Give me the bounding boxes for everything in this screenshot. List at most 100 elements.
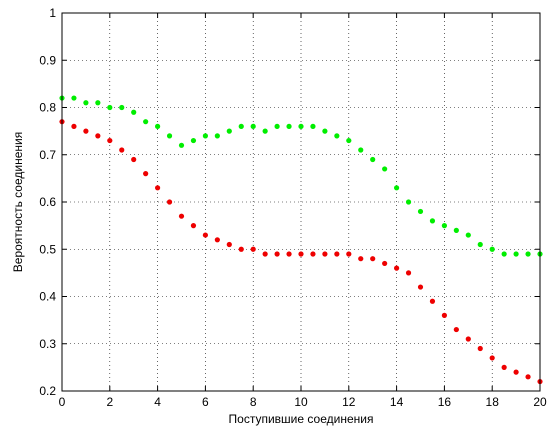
- data-point: [166, 199, 173, 205]
- data-point: [143, 171, 149, 177]
- data-point: [322, 128, 328, 134]
- data-point: [394, 265, 400, 271]
- y-tick-label: 1: [49, 6, 56, 20]
- data-point: [83, 100, 89, 106]
- data-point: [298, 251, 304, 257]
- data-point: [155, 185, 161, 191]
- data-point: [441, 312, 447, 318]
- data-point: [286, 123, 292, 129]
- x-tick-label: 2: [106, 395, 113, 409]
- data-point: [501, 251, 507, 257]
- data-point: [346, 137, 352, 144]
- data-point: [83, 128, 89, 134]
- data-point: [71, 123, 77, 129]
- y-tick-label: 0.9: [39, 53, 56, 67]
- data-point: [202, 232, 208, 238]
- y-axis-label: Вероятность соединения: [11, 132, 25, 272]
- data-point: [465, 336, 471, 342]
- y-tick-label: 0.7: [39, 148, 56, 162]
- data-point: [334, 251, 340, 257]
- data-point: [95, 100, 101, 106]
- data-point: [238, 123, 244, 129]
- data-point: [489, 246, 495, 252]
- y-tick-label: 0.2: [39, 384, 56, 398]
- data-point: [143, 119, 149, 125]
- y-tick-label: 0.3: [39, 337, 56, 351]
- data-point: [465, 232, 471, 238]
- data-point: [310, 251, 316, 257]
- data-point: [429, 298, 436, 304]
- data-point: [262, 128, 268, 134]
- data-point: [370, 256, 376, 262]
- data-point: [358, 147, 364, 153]
- data-point: [525, 374, 531, 380]
- x-tick-label: 14: [390, 395, 404, 409]
- ticks: [61, 12, 541, 392]
- data-point: [262, 251, 268, 257]
- x-axis-label: Поступившие соединения: [229, 412, 374, 426]
- data-point: [298, 123, 304, 129]
- data-point: [155, 123, 161, 129]
- data-point: [382, 260, 388, 267]
- data-point: [310, 123, 316, 129]
- tick-labels: 0 2 4 6 8 10 12 14 16 18 20 0.2 0.3 0.4 0.5 0.6 0.7 0.8 0.…: [39, 6, 547, 409]
- data-point: [489, 355, 495, 361]
- data-point: [119, 147, 125, 153]
- data-point: [238, 246, 244, 252]
- data-point: [358, 256, 364, 262]
- x-tick-label: 4: [154, 395, 161, 409]
- x-tick-label: 6: [202, 395, 209, 409]
- data-point: [334, 133, 340, 139]
- x-tick-label: 18: [486, 395, 500, 409]
- data-point: [405, 270, 412, 276]
- data-point: [477, 241, 483, 248]
- data-point: [405, 199, 412, 205]
- data-point: [131, 109, 137, 115]
- data-point: [119, 104, 125, 111]
- data-point: [417, 284, 424, 290]
- data-point: [370, 156, 376, 163]
- x-tick-label: 12: [342, 395, 356, 409]
- data-point: [131, 156, 137, 163]
- data-point: [477, 345, 483, 352]
- x-tick-label: 16: [438, 395, 452, 409]
- data-point: [250, 246, 256, 252]
- y-tick-label: 0.6: [39, 195, 56, 209]
- data-point: [429, 218, 436, 224]
- data-point: [286, 251, 292, 257]
- data-point: [190, 137, 197, 144]
- data-point: [226, 241, 232, 248]
- x-tick-label: 20: [533, 395, 547, 409]
- data-point: [107, 104, 113, 111]
- data-point: [178, 213, 185, 219]
- data-point: [95, 133, 101, 139]
- data-point: [71, 95, 77, 101]
- data-point: [525, 251, 531, 257]
- data-point: [178, 142, 185, 148]
- data-point: [190, 223, 197, 229]
- data-point: [107, 137, 113, 144]
- data-point: [202, 133, 208, 139]
- x-tick-label: 10: [294, 395, 308, 409]
- data-point: [274, 251, 280, 257]
- series-1: [59, 95, 543, 257]
- data-point: [166, 133, 173, 139]
- data-point: [417, 208, 424, 215]
- data-point: [501, 364, 507, 370]
- x-tick-label: 0: [59, 395, 66, 409]
- data-point: [453, 227, 459, 233]
- data-point: [214, 237, 220, 243]
- data-point: [513, 369, 519, 375]
- y-tick-label: 0.8: [39, 101, 56, 115]
- data-point: [346, 251, 352, 257]
- data-point: [513, 251, 519, 257]
- y-tick-label: 0.5: [39, 242, 56, 256]
- data-point: [322, 251, 328, 257]
- y-tick-label: 0.4: [39, 290, 56, 304]
- data-point: [394, 185, 400, 191]
- data-point: [453, 326, 459, 333]
- data-point: [382, 166, 388, 172]
- data-point: [226, 128, 232, 134]
- x-tick-label: 8: [250, 395, 257, 409]
- data-point: [250, 123, 256, 129]
